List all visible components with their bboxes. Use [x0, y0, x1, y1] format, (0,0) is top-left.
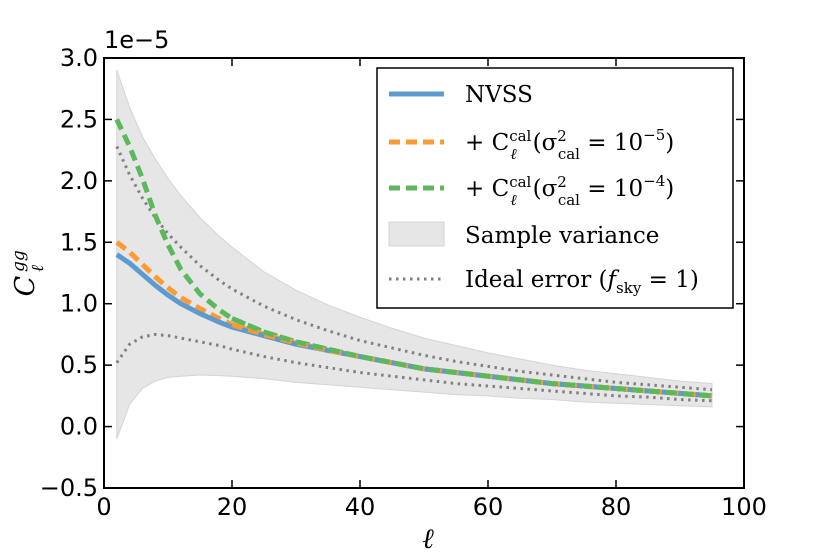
- y-axis-label-sup: gg: [9, 250, 29, 272]
- y-axis-label-sub: ℓ: [28, 265, 48, 272]
- axes: 0 20 40 60 80 100 −0.5 0.0 0.5 1.0 1.5 2.0 2.5 3.0: [40, 44, 767, 521]
- x-tick-label: 40: [345, 493, 376, 521]
- legend-entry-cal-1e-5: + Ccal ℓ (σ2 cal = 10−5): [389, 126, 674, 163]
- x-tick-label: 60: [473, 493, 504, 521]
- legend: NVSS + Ccal ℓ (σ2 cal = 10−5) + Ccal ℓ (σ2 cal…: [376, 67, 734, 309]
- y-tick-label: −0.5: [40, 474, 98, 502]
- legend-entry-cal-1e-4: + Ccal ℓ (σ2 cal = 10−4): [389, 172, 674, 209]
- legend-label-ideal-error: Ideal error (fsky = 1): [465, 267, 699, 297]
- sample-variance-band: [116, 70, 713, 440]
- x-tick-label: 0: [96, 493, 111, 521]
- legend-label-cal-1e-4: + Ccal ℓ (σ2 cal = 10−4): [465, 172, 674, 209]
- y-tick-label: 0.5: [60, 351, 98, 379]
- series-line-overlay-cal-1e-4: [231, 316, 713, 399]
- legend-label-cal-1e-5: + Ccal ℓ (σ2 cal = 10−5): [465, 126, 674, 163]
- y-tick-label: 3.0: [60, 44, 98, 72]
- y-tick-label: 1.0: [60, 290, 98, 318]
- x-tick-label: 80: [601, 493, 632, 521]
- ideal-error-upper-line: [115, 145, 713, 392]
- y-tick-label: 2.5: [60, 105, 98, 133]
- legend-label-nvss: NVSS: [465, 82, 533, 108]
- legend-swatch-sample-variance: [388, 221, 445, 247]
- legend-entry-ideal-error: Ideal error (fsky = 1): [389, 267, 699, 297]
- y-tick-label: 2.0: [60, 167, 98, 195]
- legend-label-sample-variance: Sample variance: [465, 223, 659, 249]
- y-tick-label: 1.5: [60, 228, 98, 256]
- x-tick-label: 100: [721, 493, 767, 521]
- y-multiplier: 1e−5: [104, 26, 169, 54]
- legend-box: [376, 67, 734, 309]
- x-tick-label: 20: [217, 493, 248, 521]
- x-axis-label: ℓ: [422, 522, 434, 554]
- y-axis-label-c: C: [10, 275, 41, 296]
- y-tick-label: 0.0: [60, 413, 98, 441]
- legend-entry-sample-variance: Sample variance: [388, 221, 659, 249]
- legend-entry-nvss: NVSS: [389, 82, 533, 108]
- plot-frame: [103, 57, 745, 489]
- y-axis-label: C gg ℓ: [9, 250, 48, 296]
- plot-area: [114, 70, 713, 440]
